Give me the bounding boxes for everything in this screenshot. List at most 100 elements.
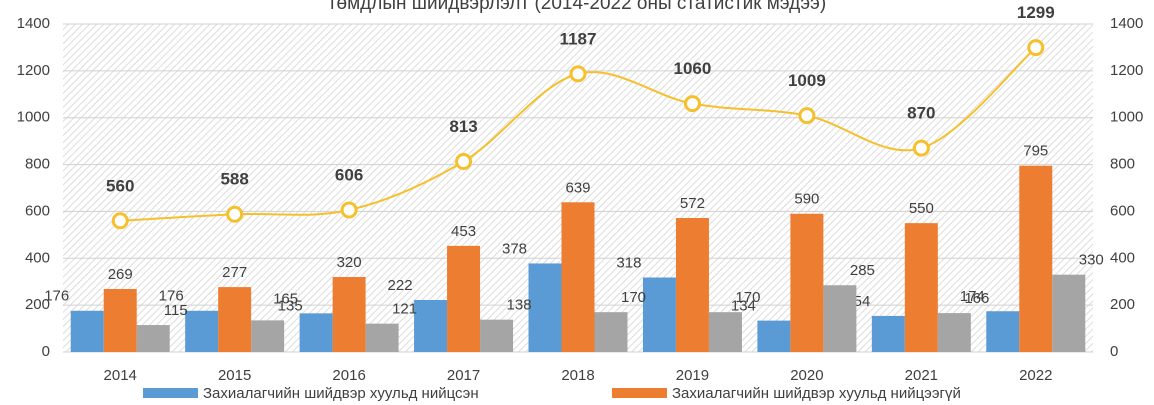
y-tick-label: 200 [25,296,50,313]
line-value-label: 1187 [560,29,597,48]
value-label: 795 [1023,143,1048,160]
line-value-label: 813 [449,117,477,136]
line-marker [569,65,587,83]
legend-label: Захиалагчийн шийдвэр хуульд нийцсэн [203,385,479,402]
value-label: 174 [960,288,985,305]
bar [708,312,742,352]
line-marker [1027,39,1045,57]
value-label: 330 [1079,252,1104,269]
line-value-label: 1009 [788,71,826,90]
x-tick-label: 2016 [332,367,365,384]
value-label: 572 [680,195,705,212]
value-label: 285 [850,262,875,279]
y2-tick-label: 0 [1110,343,1118,360]
x-tick-label: 2022 [1019,367,1052,384]
y-tick-label: 1000 [17,109,50,126]
x-tick-label: 2014 [104,367,137,384]
line-value-label: 588 [220,170,248,189]
bar [790,213,824,352]
line-value-label: 870 [907,104,935,123]
line-marker [798,107,816,125]
y-tick-label: 0 [42,343,50,360]
value-label: 165 [273,290,298,307]
bar [218,287,252,352]
value-label: 318 [616,254,641,271]
bar [70,310,104,352]
y2-tick-label: 1200 [1110,62,1143,79]
value-label: 121 [392,301,417,318]
bar [675,217,709,352]
bar [561,202,595,352]
value-label: 639 [565,179,590,196]
line-marker [340,201,358,219]
bar [528,263,562,352]
x-tick-label: 2019 [676,367,709,384]
value-label: 550 [909,200,934,217]
bar [136,325,170,352]
bar [480,319,514,352]
y-tick-label: 1200 [17,62,50,79]
bar [871,315,905,352]
value-label: 115 [164,302,188,319]
bar [904,223,938,352]
bar [185,310,219,352]
y2-tick-label: 600 [1110,202,1135,219]
value-label: 277 [222,264,247,281]
bar [447,245,481,352]
line-value-label: 1060 [674,59,712,78]
y-tick-label: 1400 [17,15,50,32]
bar [594,312,628,352]
value-label: 269 [108,266,133,283]
value-label: 176 [159,288,184,305]
bar [365,323,399,352]
value-label: 176 [44,288,69,305]
value-label: 134 [731,298,756,315]
line-marker [912,139,930,157]
legend-label: Захиалагчийн шийдвэр хуульд нийцээгүй [672,385,961,402]
bar [642,277,676,352]
bar [757,320,791,352]
y2-tick-label: 1400 [1110,15,1143,32]
value-label: 378 [502,240,527,257]
bar [414,299,448,352]
bar [1019,165,1053,352]
y2-tick-label: 800 [1110,156,1135,173]
bar [937,313,971,352]
y-tick-label: 800 [25,156,50,173]
bar [299,313,333,352]
x-tick-label: 2017 [447,367,480,384]
bar [823,285,857,352]
bar [251,320,285,352]
y2-tick-label: 200 [1110,296,1135,313]
bar [332,277,366,352]
line-marker [226,205,244,223]
x-tick-label: 2020 [790,367,823,384]
bar [103,288,137,352]
line-marker [455,153,473,171]
value-label: 170 [735,289,760,306]
y-tick-label: 400 [25,249,50,266]
value-label: 138 [507,297,532,314]
x-tick-label: 2015 [218,367,251,384]
x-tick-label: 2018 [561,367,594,384]
line-value-label: 606 [335,166,363,185]
y2-tick-label: 400 [1110,249,1135,266]
value-label: 320 [337,254,362,271]
line-marker [683,95,701,113]
y2-tick-label: 1000 [1110,109,1143,126]
value-label: 590 [794,191,819,208]
line-marker [111,212,129,230]
line-value-label: 1299 [1017,3,1055,22]
value-label: 166 [964,290,989,307]
x-tick-label: 2021 [905,367,938,384]
legend-swatch [143,388,198,398]
bar [1052,274,1086,352]
line-value-label: 560 [106,176,134,195]
value-label: 222 [388,277,413,294]
bar [986,311,1020,352]
chart-title: төмдлын шийдвэрлэлт (2014-2022 оны стати… [328,0,826,14]
value-label: 453 [451,223,476,240]
value-label: 170 [621,289,646,306]
y-tick-label: 600 [25,202,50,219]
